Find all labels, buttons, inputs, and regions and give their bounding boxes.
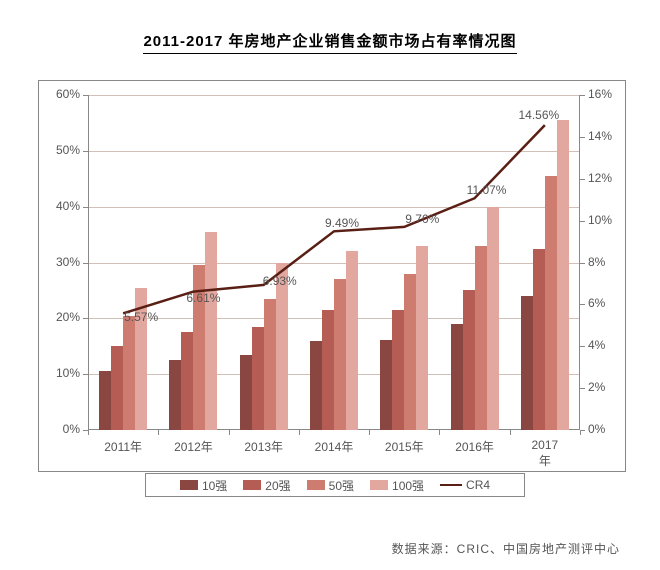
legend-line-icon xyxy=(440,484,462,486)
x-tick xyxy=(229,430,230,435)
x-axis-label: 2012年 xyxy=(174,438,213,455)
x-axis-label: 2015年 xyxy=(385,438,424,455)
cr4-value-label: 9.70% xyxy=(405,212,439,226)
y-axis-right-label: 10% xyxy=(588,213,612,227)
y-axis-right-label: 16% xyxy=(588,87,612,101)
y-tick-right xyxy=(580,179,585,180)
y-axis-right-label: 14% xyxy=(588,129,612,143)
y-axis-right-label: 0% xyxy=(588,422,605,436)
x-axis-label: 2011年 xyxy=(104,438,142,455)
x-tick xyxy=(369,430,370,435)
chart-title: 2011-2017 年房地产企业销售金额市场占有率情况图 xyxy=(143,30,516,54)
y-axis-left-label: 10% xyxy=(46,366,80,380)
legend-item: 10强 xyxy=(180,477,227,494)
cr4-value-label: 14.56% xyxy=(518,108,559,122)
y-axis-right-label: 6% xyxy=(588,296,605,310)
legend-swatch xyxy=(307,480,325,490)
y-axis-right-label: 8% xyxy=(588,255,605,269)
legend-label: 50强 xyxy=(329,477,354,494)
legend-item: 20强 xyxy=(243,477,290,494)
cr4-value-label: 6.61% xyxy=(186,291,220,305)
legend-item: CR4 xyxy=(440,478,490,492)
legend-swatch xyxy=(243,480,261,490)
x-tick xyxy=(158,430,159,435)
cr4-value-label: 5.57% xyxy=(124,310,158,324)
y-tick-right xyxy=(580,388,585,389)
y-axis-right-label: 12% xyxy=(588,171,612,185)
y-tick-right xyxy=(580,263,585,264)
legend-label: 20强 xyxy=(265,477,290,494)
y-axis-right-label: 4% xyxy=(588,338,605,352)
legend-item: 100强 xyxy=(370,477,424,494)
cr4-value-label: 6.93% xyxy=(263,274,297,288)
legend: 10强 20强 50强 100强 CR4 xyxy=(145,473,525,497)
y-tick-right xyxy=(580,304,585,305)
y-axis-left-label: 40% xyxy=(46,199,80,213)
y-axis-left-label: 50% xyxy=(46,143,80,157)
y-axis-left-label: 60% xyxy=(46,87,80,101)
y-axis-left-label: 0% xyxy=(46,422,80,436)
y-axis-left-label: 20% xyxy=(46,310,80,324)
x-axis-label: 2013年 xyxy=(244,438,283,455)
x-tick xyxy=(439,430,440,435)
legend-label: CR4 xyxy=(466,478,490,492)
x-tick xyxy=(580,430,581,435)
y-axis-left-label: 30% xyxy=(46,255,80,269)
legend-label: 100强 xyxy=(392,477,424,494)
x-axis-label: 2016年 xyxy=(455,438,494,455)
cr4-value-label: 9.49% xyxy=(325,216,359,230)
x-tick xyxy=(299,430,300,435)
cr4-line xyxy=(88,95,580,430)
chart-title-wrap: 2011-2017 年房地产企业销售金额市场占有率情况图 xyxy=(0,30,660,54)
legend-item: 50强 xyxy=(307,477,354,494)
y-tick-right xyxy=(580,137,585,138)
y-tick-right xyxy=(580,95,585,96)
page: 2011-2017 年房地产企业销售金额市场占有率情况图 0%10%20%30%… xyxy=(0,0,660,570)
y-tick-right xyxy=(580,221,585,222)
plot-area: 0%10%20%30%40%50%60%0%2%4%6%8%10%12%14%1… xyxy=(88,95,580,430)
x-axis-label: 2014年 xyxy=(315,438,354,455)
legend-swatch xyxy=(180,480,198,490)
x-tick xyxy=(88,430,89,435)
y-tick-right xyxy=(580,346,585,347)
x-axis-label: 2017年 xyxy=(527,438,562,469)
data-source: 数据来源：CRIC、中国房地产测评中心 xyxy=(392,540,620,557)
legend-label: 10强 xyxy=(202,477,227,494)
cr4-value-label: 11.07% xyxy=(467,183,507,197)
x-tick xyxy=(510,430,511,435)
legend-swatch xyxy=(370,480,388,490)
y-axis-right-label: 2% xyxy=(588,380,605,394)
